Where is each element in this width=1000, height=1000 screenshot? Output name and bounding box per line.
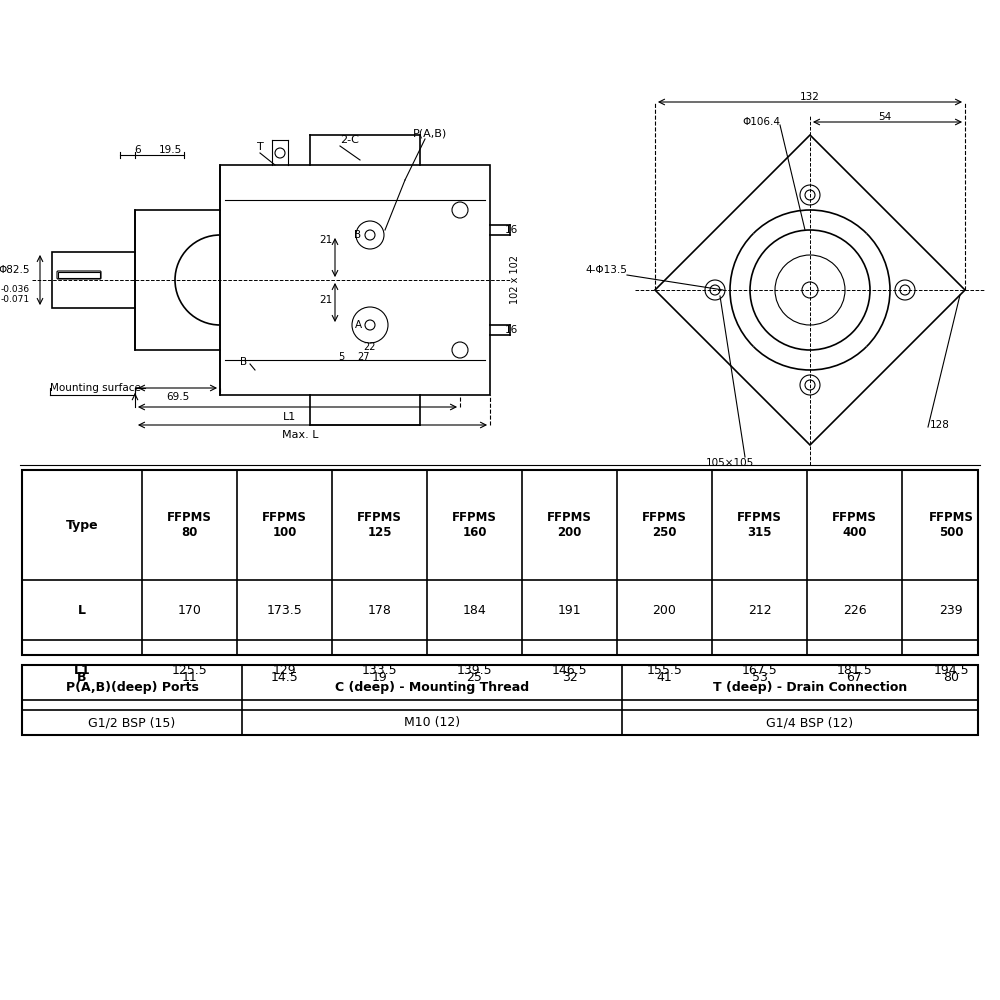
Text: 19.5: 19.5 (158, 145, 182, 155)
Text: FFPMS
315: FFPMS 315 (737, 511, 782, 539)
Text: 54: 54 (878, 112, 892, 122)
Text: 173.5: 173.5 (267, 603, 302, 616)
Text: 2-C: 2-C (341, 135, 359, 145)
Text: 129: 129 (273, 664, 296, 676)
Text: FFPMS
400: FFPMS 400 (832, 511, 877, 539)
Text: 132: 132 (800, 92, 820, 102)
Text: 41: 41 (657, 671, 672, 684)
Text: 53: 53 (752, 671, 767, 684)
Text: 22: 22 (364, 342, 376, 352)
Text: G1/2 BSP (15): G1/2 BSP (15) (88, 716, 176, 729)
Text: FFPMS
160: FFPMS 160 (452, 511, 497, 539)
Text: 5: 5 (338, 352, 344, 362)
Text: FFPMS
100: FFPMS 100 (262, 511, 307, 539)
Text: 69.5: 69.5 (166, 392, 190, 402)
Text: 155.5: 155.5 (647, 664, 682, 676)
Text: 6: 6 (135, 145, 141, 155)
Text: FFPMS
500: FFPMS 500 (929, 511, 973, 539)
Text: 212: 212 (748, 603, 771, 616)
Text: 181.5: 181.5 (837, 664, 872, 676)
Text: C (deep) - Mounting Thread: C (deep) - Mounting Thread (335, 681, 529, 694)
Text: FFPMS
80: FFPMS 80 (167, 511, 212, 539)
Text: Φ106.4: Φ106.4 (742, 117, 780, 127)
Text: 146.5: 146.5 (552, 664, 587, 676)
Text: 178: 178 (368, 603, 391, 616)
Text: L: L (78, 603, 86, 616)
Text: 128: 128 (930, 420, 950, 430)
Text: 25: 25 (467, 671, 482, 684)
Text: B: B (77, 671, 87, 684)
Text: 27: 27 (357, 352, 369, 362)
Text: M10 (12): M10 (12) (404, 716, 460, 729)
Text: P(A,B)(deep) Ports: P(A,B)(deep) Ports (66, 681, 198, 694)
Text: 194.5: 194.5 (933, 664, 969, 676)
Text: Type: Type (66, 518, 98, 532)
Text: 184: 184 (463, 603, 486, 616)
Text: 105×105: 105×105 (706, 458, 754, 468)
Text: 32: 32 (562, 671, 577, 684)
Text: T (deep) - Drain Connection: T (deep) - Drain Connection (713, 681, 907, 694)
Text: 139.5: 139.5 (457, 664, 492, 676)
Text: Mounting surface: Mounting surface (50, 383, 141, 393)
Text: -0.036
-0.071: -0.036 -0.071 (1, 285, 30, 304)
Text: 16: 16 (505, 325, 518, 335)
Text: 133.5: 133.5 (362, 664, 397, 676)
Text: Φ82.5: Φ82.5 (0, 265, 30, 275)
Text: FFPMS
200: FFPMS 200 (547, 511, 592, 539)
Text: A: A (354, 320, 362, 330)
Text: 16: 16 (505, 225, 518, 235)
Text: 170: 170 (178, 603, 201, 616)
Text: 167.5: 167.5 (742, 664, 777, 676)
Text: 21: 21 (320, 295, 333, 305)
Text: 191: 191 (558, 603, 581, 616)
Text: 226: 226 (843, 603, 866, 616)
Text: B: B (240, 357, 247, 367)
Text: 14.5: 14.5 (271, 671, 298, 684)
Text: 4-Φ13.5: 4-Φ13.5 (585, 265, 627, 275)
Text: G1/4 BSP (12): G1/4 BSP (12) (766, 716, 854, 729)
Text: 239: 239 (939, 603, 963, 616)
Text: 21: 21 (320, 235, 333, 245)
Text: 125.5: 125.5 (172, 664, 207, 676)
Text: FFPMS
125: FFPMS 125 (357, 511, 402, 539)
Text: P(A,B): P(A,B) (413, 128, 447, 138)
Text: 67: 67 (847, 671, 862, 684)
Text: L1: L1 (74, 664, 90, 676)
Text: 200: 200 (653, 603, 676, 616)
Text: Max. L: Max. L (282, 430, 318, 440)
Text: T: T (257, 142, 263, 152)
Text: 11: 11 (182, 671, 197, 684)
Text: 80: 80 (943, 671, 959, 684)
Text: B: B (354, 230, 362, 240)
Text: L1: L1 (283, 412, 297, 422)
Text: 19: 19 (372, 671, 387, 684)
Text: 102 x 102: 102 x 102 (510, 255, 520, 304)
Text: FFPMS
250: FFPMS 250 (642, 511, 687, 539)
